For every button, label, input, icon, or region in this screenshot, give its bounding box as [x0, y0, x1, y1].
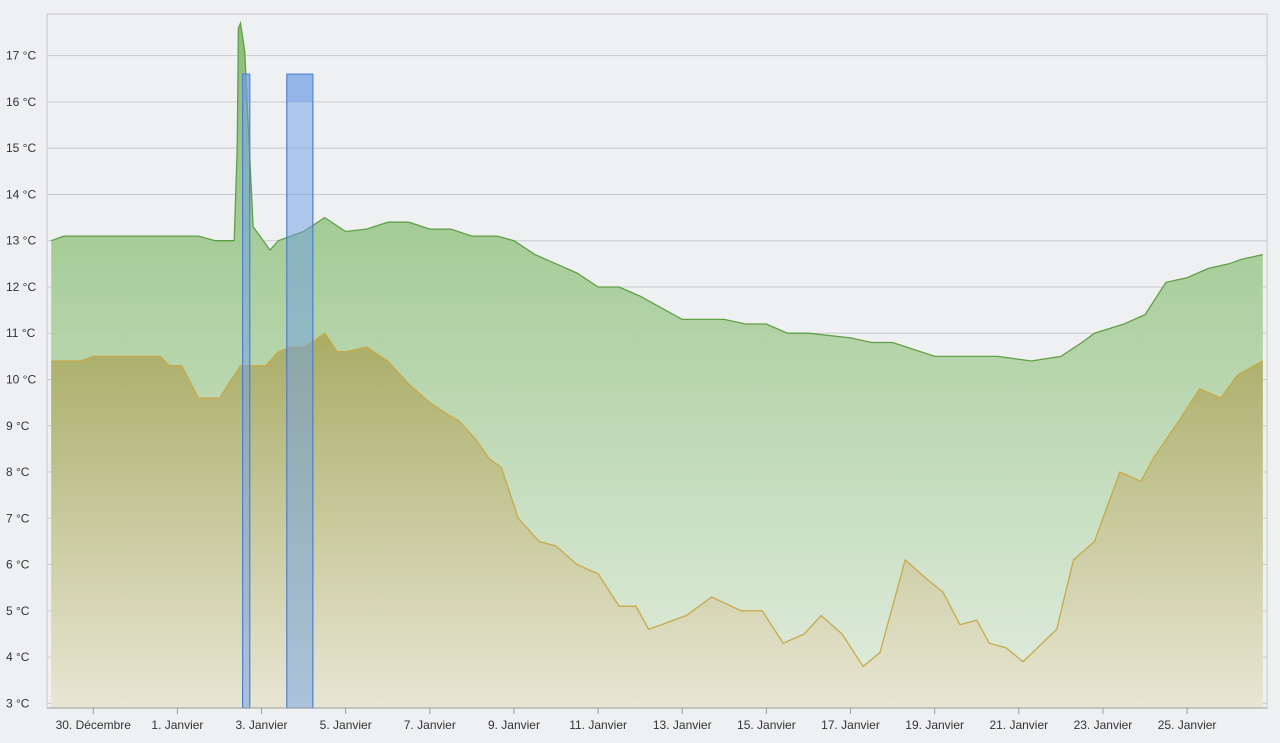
x-tick-label: 21. Janvier: [989, 718, 1048, 732]
x-tick-label: 17. Janvier: [821, 718, 880, 732]
y-tick-label: 6 °C: [6, 558, 30, 572]
y-tick-label: 3 °C: [6, 696, 30, 710]
axes: 3 °C 4 °C 5 °C 6 °C 7 °C 8 °C 9 °C 10 °C 11 °C 12…: [6, 49, 1267, 732]
x-tick-label: 13. Janvier: [653, 718, 712, 732]
y-tick-label: 10 °C: [6, 373, 36, 387]
lower-series-area: [51, 333, 1263, 708]
bars: [242, 73, 314, 709]
y-tick-label: 7 °C: [6, 511, 30, 525]
x-tick-label: 9. Janvier: [488, 718, 540, 732]
x-tick-label: 23. Janvier: [1074, 718, 1133, 732]
x-tick-label: 1. Janvier: [151, 718, 203, 732]
upper-series-line: [50, 21, 1263, 362]
y-tick-label: 4 °C: [6, 650, 30, 664]
x-tick-label: 25. Janvier: [1158, 718, 1217, 732]
bar-cap: [242, 74, 250, 103]
y-tick-label: 14 °C: [6, 187, 36, 201]
y-tick-label: 12 °C: [6, 280, 36, 294]
x-tick-label: 15. Janvier: [737, 718, 796, 732]
bar: [242, 73, 251, 709]
x-tick-label: 7. Janvier: [404, 718, 456, 732]
y-tick-label: 15 °C: [6, 141, 36, 155]
lower-series-line: [51, 332, 1264, 668]
y-tick-label: 9 °C: [6, 419, 30, 433]
x-tick-label: 30. Décembre: [56, 718, 132, 732]
bar: [286, 73, 314, 709]
y-tick-label: 8 °C: [6, 465, 30, 479]
x-tick-label: 3. Janvier: [236, 718, 288, 732]
x-tick-label: 11. Janvier: [569, 718, 627, 732]
y-tick-label: 17 °C: [6, 49, 36, 63]
y-tick-label: 11 °C: [6, 326, 36, 340]
series-areas: [50, 21, 1264, 709]
x-tick-label: 19. Janvier: [905, 718, 964, 732]
y-tick-label: 16 °C: [6, 95, 36, 109]
x-tick-label: 5. Janvier: [320, 718, 372, 732]
y-tick-label: 13 °C: [6, 234, 36, 248]
y-tick-label: 5 °C: [6, 604, 30, 618]
bar-cap: [286, 74, 313, 103]
